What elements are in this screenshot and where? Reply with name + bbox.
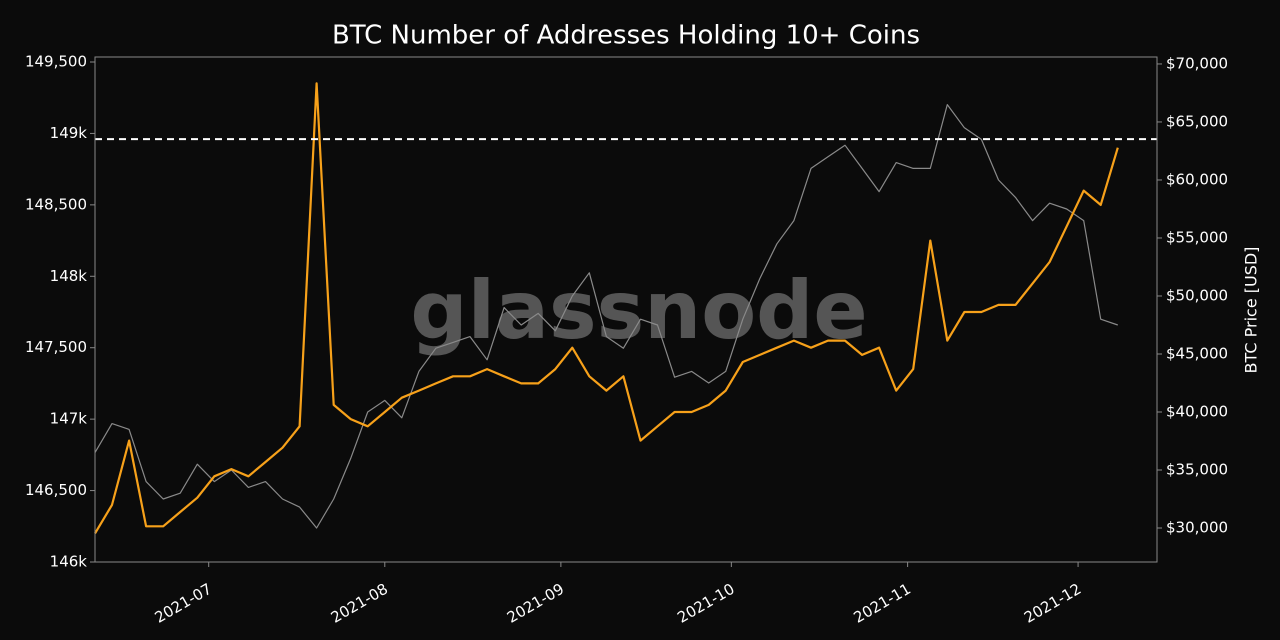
y-tick-label: 148k bbox=[50, 267, 88, 285]
y-tick-label: 149k bbox=[50, 124, 88, 142]
y2-tick-label: $35,000 bbox=[1166, 461, 1228, 479]
y2-tick-label: $55,000 bbox=[1166, 228, 1228, 246]
y2-tick-label: $30,000 bbox=[1166, 519, 1228, 537]
y2-tick-label: $50,000 bbox=[1166, 286, 1228, 304]
y-tick-label: 149,500 bbox=[25, 53, 87, 71]
y-tick-label: 146k bbox=[50, 553, 88, 571]
y2-tick-label: $65,000 bbox=[1166, 112, 1228, 130]
y2-tick-label: $70,000 bbox=[1166, 54, 1228, 72]
y2-axis-label: BTC Price [USD] bbox=[1242, 247, 1261, 374]
y-tick-label: 147k bbox=[50, 410, 88, 428]
y-tick-label: 148,500 bbox=[25, 195, 87, 213]
plot-frame bbox=[94, 56, 1158, 563]
chart-title: BTC Number of Addresses Holding 10+ Coin… bbox=[332, 21, 920, 51]
series-line bbox=[94, 104, 1118, 529]
y2-tick-label: $60,000 bbox=[1166, 170, 1228, 188]
y-tick-label: 147,500 bbox=[25, 338, 87, 356]
series-line bbox=[94, 82, 1119, 534]
y2-tick-label: $40,000 bbox=[1166, 402, 1228, 420]
y2-tick-label: $45,000 bbox=[1166, 344, 1228, 362]
y-tick-label: 146,500 bbox=[25, 481, 87, 499]
